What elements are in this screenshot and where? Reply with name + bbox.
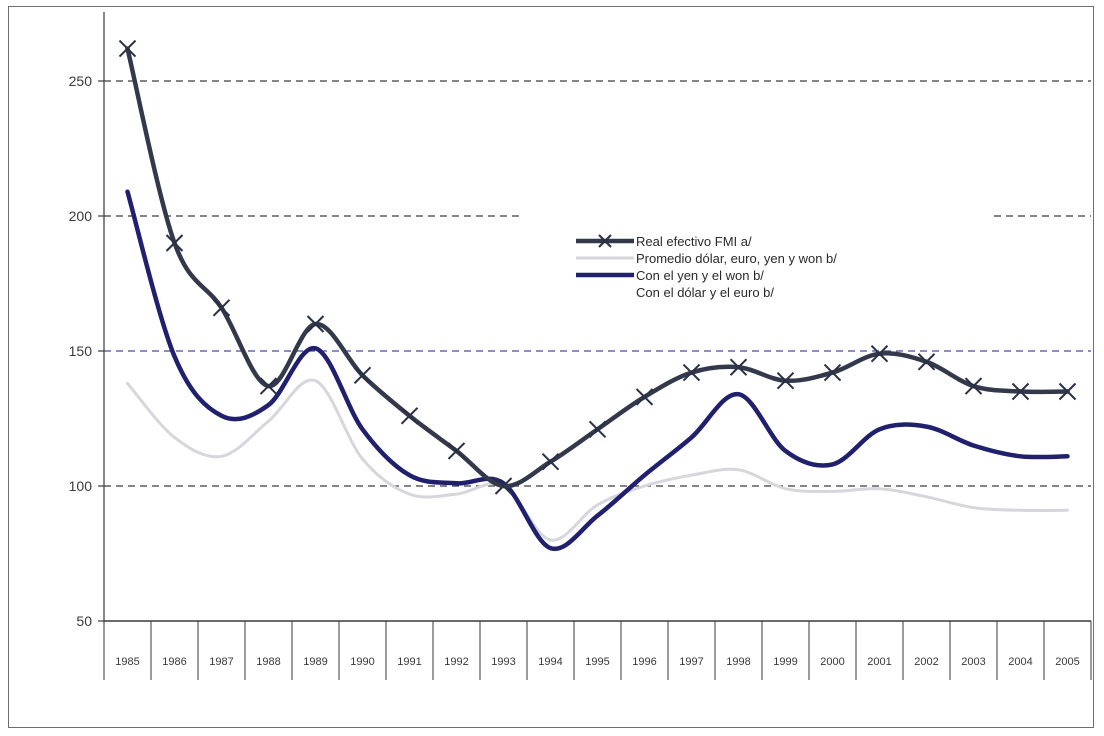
gridlines (104, 80, 1091, 487)
x-tick-label: 1993 (491, 656, 515, 668)
series-line-0 (125, 46, 1070, 489)
marker-stroke (588, 420, 607, 439)
marker-stroke (776, 371, 795, 390)
data-point-x-marker (118, 39, 137, 58)
x-tick-label: 1996 (632, 656, 656, 668)
marker-stroke (306, 315, 325, 333)
data-point-x-marker (870, 344, 889, 363)
series-markers (118, 39, 1077, 495)
x-tick-label: 1995 (585, 656, 609, 668)
series-line-2 (125, 189, 1070, 552)
x-tick-label: 2002 (914, 656, 938, 668)
marker-stroke (964, 377, 983, 395)
data-point-x-marker (306, 315, 325, 333)
x-tick-label: 1991 (397, 656, 421, 668)
x-tick-label: 1992 (444, 656, 468, 668)
x-tick-label: 1990 (350, 656, 374, 668)
marker-stroke (917, 353, 936, 371)
x-tick-label: 1985 (115, 656, 139, 668)
x-tick-label: 2001 (867, 656, 891, 668)
marker-stroke (353, 366, 372, 385)
series-lines (125, 46, 1070, 552)
data-point-x-marker (588, 420, 607, 439)
legend-label-1: Promedio dólar, euro, yen y won b/ (636, 251, 837, 266)
x-tick-label: 1999 (773, 656, 797, 668)
x-tick-label: 1989 (303, 656, 327, 668)
marker-stroke (682, 363, 701, 382)
marker-stroke (823, 363, 842, 382)
marker-stroke (729, 358, 748, 376)
y-tick-label: 50 (76, 613, 92, 629)
marker-stroke (118, 39, 137, 58)
data-point-x-marker (494, 477, 513, 495)
marker-stroke (165, 234, 184, 252)
x-tick-label: 2000 (820, 656, 844, 668)
marker-stroke (494, 477, 513, 495)
x-tick-label: 1994 (538, 656, 562, 668)
y-tick-label: 200 (69, 208, 93, 224)
data-point-x-marker (165, 234, 184, 252)
chart-frame: 50 100 150 200 250 1985 1986 1987 1988 1989 1990 19… (8, 6, 1094, 728)
data-point-x-marker (682, 363, 701, 382)
legend: Real efectivo FMI a/Promedio dólar, euro… (576, 234, 837, 300)
data-point-x-marker (729, 358, 748, 376)
x-tick-label: 1997 (679, 656, 703, 668)
marker-stroke (635, 388, 654, 406)
marker-stroke (259, 377, 278, 395)
line-chart: 50 100 150 200 250 1985 1986 1987 1988 1989 1990 19… (69, 12, 1092, 680)
data-point-x-marker (1058, 382, 1077, 401)
marker-stroke (1058, 382, 1077, 401)
data-point-x-marker (1011, 382, 1030, 401)
x-tick-label: 1988 (256, 656, 280, 668)
legend-label-2: Con el yen y el won b/ (636, 268, 764, 283)
legend-label-3: Con el dólar y el euro b/ (636, 285, 774, 300)
data-point-x-marker (212, 299, 231, 317)
y-tick-label: 250 (69, 73, 93, 89)
data-point-x-marker (353, 366, 372, 385)
data-point-x-marker (635, 388, 654, 406)
y-tick-label: 150 (69, 343, 93, 359)
data-point-x-marker (964, 377, 983, 395)
y-tick-label: 100 (69, 478, 93, 494)
x-tick-label: 1986 (162, 656, 186, 668)
data-point-x-marker (823, 363, 842, 382)
marker-stroke (447, 442, 466, 460)
data-point-x-marker (917, 353, 936, 371)
marker-stroke (870, 344, 889, 363)
series-line-1 (126, 378, 1069, 542)
marker-stroke (541, 452, 560, 471)
marker-stroke (212, 299, 231, 317)
x-tick-label: 2005 (1055, 656, 1079, 668)
x-tick-label: 2004 (1008, 656, 1032, 668)
legend-label-0: Real efectivo FMI a/ (636, 234, 752, 249)
data-point-x-marker (776, 371, 795, 390)
data-point-x-marker (400, 407, 419, 425)
x-tick-label: 1987 (209, 656, 233, 668)
x-tick-label: 1998 (726, 656, 750, 668)
legend-marker (598, 234, 612, 248)
marker-stroke (400, 407, 419, 425)
data-point-x-marker (541, 452, 560, 471)
axes: 50 100 150 200 250 1985 1986 1987 1988 1989 1990 19… (69, 12, 1092, 680)
marker-stroke (1011, 382, 1030, 401)
data-point-x-marker (447, 442, 466, 460)
x-tick-label: 2003 (961, 656, 985, 668)
data-point-x-marker (259, 377, 278, 395)
